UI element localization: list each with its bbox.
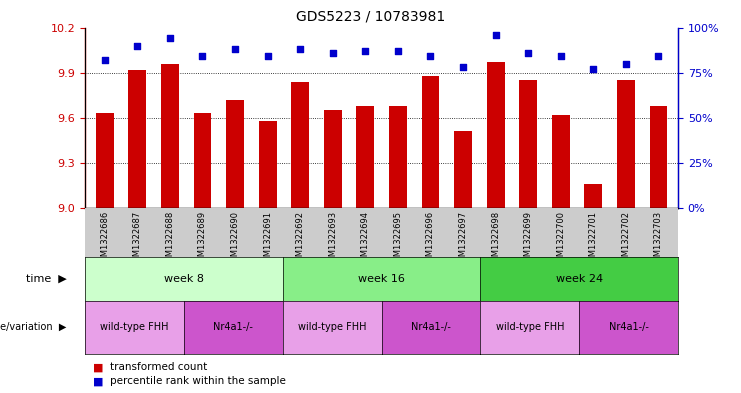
Point xyxy=(555,53,567,60)
Bar xyxy=(585,184,602,208)
Point xyxy=(359,48,371,54)
Text: Nr4a1-/-: Nr4a1-/- xyxy=(411,322,451,332)
Point xyxy=(99,57,110,63)
Bar xyxy=(193,113,211,208)
Text: ■: ■ xyxy=(93,376,103,386)
Bar xyxy=(128,70,146,208)
Bar xyxy=(161,64,179,208)
Point xyxy=(327,50,339,56)
Point xyxy=(229,46,241,52)
Text: wild-type FHH: wild-type FHH xyxy=(496,322,564,332)
Bar xyxy=(356,106,374,208)
Text: GDS5223 / 10783981: GDS5223 / 10783981 xyxy=(296,10,445,24)
Text: GSM1322701: GSM1322701 xyxy=(589,211,598,267)
Text: GSM1322703: GSM1322703 xyxy=(654,211,663,267)
Text: GSM1322687: GSM1322687 xyxy=(133,211,142,267)
Text: transformed count: transformed count xyxy=(110,362,207,373)
Point xyxy=(425,53,436,60)
Text: GSM1322697: GSM1322697 xyxy=(459,211,468,267)
Bar xyxy=(291,82,309,208)
Text: wild-type FHH: wild-type FHH xyxy=(100,322,169,332)
Bar xyxy=(259,121,276,208)
Point xyxy=(262,53,273,60)
Text: Nr4a1-/-: Nr4a1-/- xyxy=(213,322,253,332)
Text: genotype/variation  ▶: genotype/variation ▶ xyxy=(0,322,67,332)
Bar xyxy=(422,76,439,208)
Text: time  ▶: time ▶ xyxy=(26,274,67,284)
Text: GSM1322688: GSM1322688 xyxy=(165,211,174,267)
Point xyxy=(457,64,469,70)
Bar xyxy=(226,100,244,208)
Text: GSM1322702: GSM1322702 xyxy=(622,211,631,267)
Text: Nr4a1-/-: Nr4a1-/- xyxy=(608,322,648,332)
Text: GSM1322689: GSM1322689 xyxy=(198,211,207,267)
Point xyxy=(620,61,632,67)
Point xyxy=(392,48,404,54)
Point xyxy=(196,53,208,60)
Point xyxy=(294,46,306,52)
Text: GSM1322700: GSM1322700 xyxy=(556,211,565,267)
Bar xyxy=(617,80,635,208)
Point xyxy=(522,50,534,56)
Text: GSM1322696: GSM1322696 xyxy=(426,211,435,267)
Bar xyxy=(552,115,570,208)
Bar xyxy=(650,106,668,208)
Bar xyxy=(389,106,407,208)
Bar xyxy=(487,62,505,208)
Text: wild-type FHH: wild-type FHH xyxy=(298,322,367,332)
Text: GSM1322694: GSM1322694 xyxy=(361,211,370,267)
Point xyxy=(653,53,665,60)
Text: week 24: week 24 xyxy=(556,274,602,284)
Text: week 8: week 8 xyxy=(164,274,204,284)
Text: GSM1322691: GSM1322691 xyxy=(263,211,272,267)
Text: GSM1322699: GSM1322699 xyxy=(524,211,533,267)
Point xyxy=(588,66,599,72)
Text: ■: ■ xyxy=(93,362,103,373)
Text: GSM1322692: GSM1322692 xyxy=(296,211,305,267)
Text: GSM1322695: GSM1322695 xyxy=(393,211,402,267)
Bar xyxy=(519,80,537,208)
Text: GSM1322686: GSM1322686 xyxy=(100,211,109,267)
Bar xyxy=(324,110,342,208)
Text: GSM1322693: GSM1322693 xyxy=(328,211,337,267)
Text: GSM1322690: GSM1322690 xyxy=(230,211,239,267)
Text: GSM1322698: GSM1322698 xyxy=(491,211,500,267)
Point xyxy=(164,35,176,42)
Text: week 16: week 16 xyxy=(358,274,405,284)
Text: percentile rank within the sample: percentile rank within the sample xyxy=(110,376,285,386)
Point xyxy=(490,31,502,38)
Bar xyxy=(96,113,113,208)
Point xyxy=(131,42,143,49)
Bar xyxy=(454,132,472,208)
